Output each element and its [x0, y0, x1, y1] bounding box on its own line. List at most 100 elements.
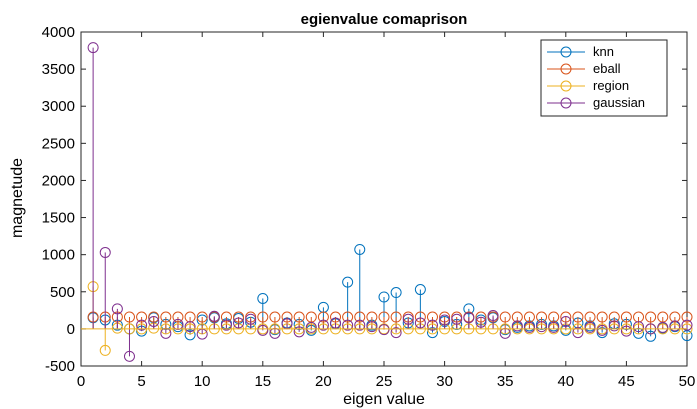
legend: knn eball region gaussian	[540, 39, 668, 117]
y-tick-label: 3500	[42, 61, 75, 78]
stem-marker	[584, 321, 596, 333]
stem-marker	[342, 311, 354, 323]
stem-marker	[220, 319, 232, 331]
stem-marker	[184, 329, 196, 341]
x-tick-label: 10	[194, 373, 211, 390]
stem-marker	[414, 317, 426, 329]
legend-marker-gaussian	[560, 97, 572, 109]
stem-marker	[342, 276, 354, 288]
stem-marker	[548, 321, 560, 333]
stem-marker	[148, 315, 160, 327]
stem-marker	[342, 319, 354, 331]
stem-marker	[414, 311, 426, 323]
stem-marker	[160, 311, 172, 323]
legend-label-eball: eball	[593, 61, 621, 76]
x-tick-label: 15	[254, 373, 271, 390]
legend-label-knn: knn	[593, 44, 614, 59]
y-tick-label: 1500	[42, 210, 75, 227]
stem-marker	[87, 42, 99, 54]
stem-marker	[499, 311, 511, 323]
stem-marker	[184, 321, 196, 333]
x-tick-label: 5	[137, 373, 145, 390]
stem-marker	[645, 311, 657, 323]
stem-marker	[390, 327, 402, 339]
stem-marker	[257, 324, 269, 336]
stem-marker	[257, 311, 269, 323]
stem-marker	[366, 321, 378, 333]
stem-marker	[208, 310, 220, 322]
x-tick-label: 20	[315, 373, 332, 390]
x-tick-label: 50	[679, 373, 696, 390]
y-tick-label: 0	[67, 321, 75, 338]
legend-marker-knn	[560, 46, 572, 58]
x-tick-label: 35	[497, 373, 514, 390]
x-axis-label: eigen value	[343, 391, 425, 408]
stem-marker	[463, 303, 475, 315]
stem-marker	[645, 330, 657, 342]
stem-marker	[439, 314, 451, 326]
stem-marker	[111, 303, 123, 315]
stem-marker	[402, 313, 414, 325]
stem-marker	[378, 324, 390, 336]
stem-marker	[354, 319, 366, 331]
stem-marker	[196, 311, 208, 323]
stem-marker	[560, 315, 572, 327]
stem-marker	[499, 327, 511, 339]
stem-marker	[511, 320, 523, 332]
stem-marker	[475, 311, 487, 323]
stem-marker	[451, 313, 463, 325]
stem-marker	[233, 311, 245, 323]
legend-marker-eball	[560, 63, 572, 75]
x-tick-label: 30	[436, 373, 453, 390]
stem-marker	[633, 321, 645, 333]
stem-marker	[293, 311, 305, 323]
stem-marker	[99, 246, 111, 258]
series-gaussian	[87, 42, 693, 362]
legend-label-region: region	[593, 78, 629, 93]
stem-marker	[669, 311, 681, 323]
x-tick-label: 0	[77, 373, 85, 390]
stem-marker	[269, 311, 281, 323]
stem-marker	[378, 311, 390, 323]
stem-marker	[220, 311, 232, 323]
stem-marker	[669, 320, 681, 332]
stem-marker	[681, 311, 693, 323]
y-tick-label: 500	[50, 284, 75, 301]
stem-marker	[293, 326, 305, 338]
stem-marker	[123, 350, 135, 362]
x-tick-label: 25	[376, 373, 393, 390]
stem-marker	[596, 311, 608, 323]
stem-marker	[233, 317, 245, 329]
stem-marker	[608, 311, 620, 323]
stem-marker	[572, 311, 584, 323]
stem-marker	[390, 287, 402, 299]
stem-marker	[136, 319, 148, 331]
y-tick-label: 2000	[42, 172, 75, 189]
stem-marker	[354, 311, 366, 323]
stem-marker	[426, 319, 438, 331]
stem-marker	[414, 284, 426, 296]
stem-marker	[281, 311, 293, 323]
stem-marker	[245, 313, 257, 325]
stem-marker	[136, 311, 148, 323]
stem-marker	[172, 311, 184, 323]
y-tick-label: 2500	[42, 135, 75, 152]
x-tick-label: 40	[557, 373, 574, 390]
stem-marker	[681, 319, 693, 331]
stem-marker	[536, 321, 548, 333]
stem-marker	[172, 318, 184, 330]
stem-marker	[269, 327, 281, 339]
stem-marker	[475, 316, 487, 328]
stem-marker	[511, 311, 523, 323]
stem-marker	[99, 344, 111, 356]
y-tick-label: 1000	[42, 247, 75, 264]
stem-marker	[160, 327, 172, 339]
legend-label-gaussian: gaussian	[593, 95, 645, 110]
stem-marker	[523, 321, 535, 333]
stem-marker	[305, 321, 317, 333]
stem-marker	[390, 311, 402, 323]
stem-marker	[463, 312, 475, 324]
stem-marker	[620, 311, 632, 323]
y-tick-label: 4000	[42, 24, 75, 41]
